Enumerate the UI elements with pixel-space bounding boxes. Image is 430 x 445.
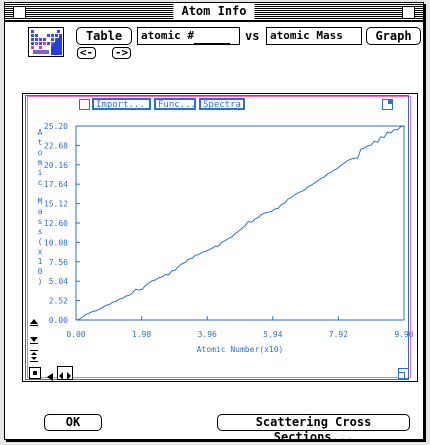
y-tick-label: 25.20 <box>44 122 68 131</box>
graph-pink-frame <box>27 96 411 378</box>
zoom-box[interactable] <box>402 6 415 19</box>
table-button[interactable]: Table <box>76 27 132 45</box>
import-button[interactable]: Import... <box>92 98 151 110</box>
scroll-left-icon[interactable] <box>45 367 55 381</box>
y-axis-label-char: m <box>37 157 43 167</box>
y-axis-label-char: o <box>37 147 43 157</box>
y-axis-label-char: ) <box>37 276 43 286</box>
y-axis-field-value: atomic Mass <box>270 29 343 42</box>
y-axis-label-char: 1 <box>37 256 43 266</box>
y-tick-label: 5.04 <box>49 277 68 286</box>
x-axis-field-value: atomic # <box>141 29 194 42</box>
y-axis-label-char: x <box>37 246 43 256</box>
y-tick-label: 17.64 <box>44 180 68 189</box>
x-tick-label: 1.98 <box>132 330 151 339</box>
y-tick-label: 15.12 <box>44 200 68 209</box>
x-tick-label: 5.94 <box>263 330 282 339</box>
series-line <box>75 125 405 321</box>
resize-corner-icon[interactable] <box>398 368 409 379</box>
ok-button[interactable]: OK <box>44 414 102 431</box>
y-axis-label-char: s <box>37 227 43 236</box>
scattering-cross-sections-button[interactable]: Scattering Cross Sections... <box>217 414 410 444</box>
scroll-down-icon[interactable] <box>29 334 39 344</box>
graph-select-checkbox[interactable] <box>79 99 90 110</box>
y-tick-label: 22.68 <box>44 141 68 150</box>
y-axis-label-char: 0 <box>37 266 43 276</box>
scroll-up-icon[interactable] <box>29 318 39 328</box>
y-tick-label: 2.52 <box>49 297 68 306</box>
y-axis-label-char: s <box>37 217 43 227</box>
y-tick-label: 12.60 <box>44 219 68 228</box>
y-axis-label-char: c <box>37 177 43 187</box>
graph-corner-icon[interactable] <box>382 99 393 110</box>
y-axis-label-char: M <box>37 197 43 207</box>
spectra-button[interactable]: Spectra <box>199 98 245 110</box>
graph-button[interactable]: Graph <box>366 27 421 45</box>
vs-label: vs <box>245 29 260 43</box>
previous-button[interactable]: <- <box>77 47 96 59</box>
y-tick-label: 7.56 <box>49 258 68 267</box>
x-tick-label: 7.92 <box>329 330 348 339</box>
x-tick-label: 3.96 <box>198 330 217 339</box>
y-axis-label-char: A <box>37 128 43 137</box>
expand-vertical-icon[interactable] <box>29 350 39 362</box>
func-button[interactable]: Func... <box>154 98 196 110</box>
window-title: Atom Info <box>173 4 255 19</box>
periodic-table-icon[interactable] <box>28 27 64 57</box>
y-axis-field[interactable]: atomic Mass <box>266 27 362 45</box>
x-axis-label: Atomic Number(x10) <box>197 345 284 354</box>
graph-frame <box>22 93 418 382</box>
x-tick-label: 9.90 <box>394 330 413 339</box>
next-button[interactable]: -> <box>112 47 131 59</box>
y-axis-label-char: t <box>37 137 43 147</box>
close-box[interactable] <box>13 6 26 19</box>
y-axis-label-char: a <box>37 207 43 217</box>
x-axis-field[interactable]: atomic # <box>137 27 240 45</box>
y-axis-label-char: i <box>37 167 43 177</box>
y-tick-label: 20.16 <box>44 161 68 170</box>
x-tick-label: 0.00 <box>66 330 85 339</box>
origin-icon[interactable] <box>29 367 41 379</box>
expand-horizontal-icon[interactable] <box>57 366 73 380</box>
y-tick-label: 10.08 <box>44 238 68 247</box>
plot-area-border <box>75 125 405 321</box>
graph-panel <box>25 95 409 380</box>
y-axis-label-char: ( <box>37 236 43 246</box>
title-bar[interactable]: Atom Info <box>5 3 423 22</box>
y-tick-label: 0.00 <box>49 316 68 325</box>
